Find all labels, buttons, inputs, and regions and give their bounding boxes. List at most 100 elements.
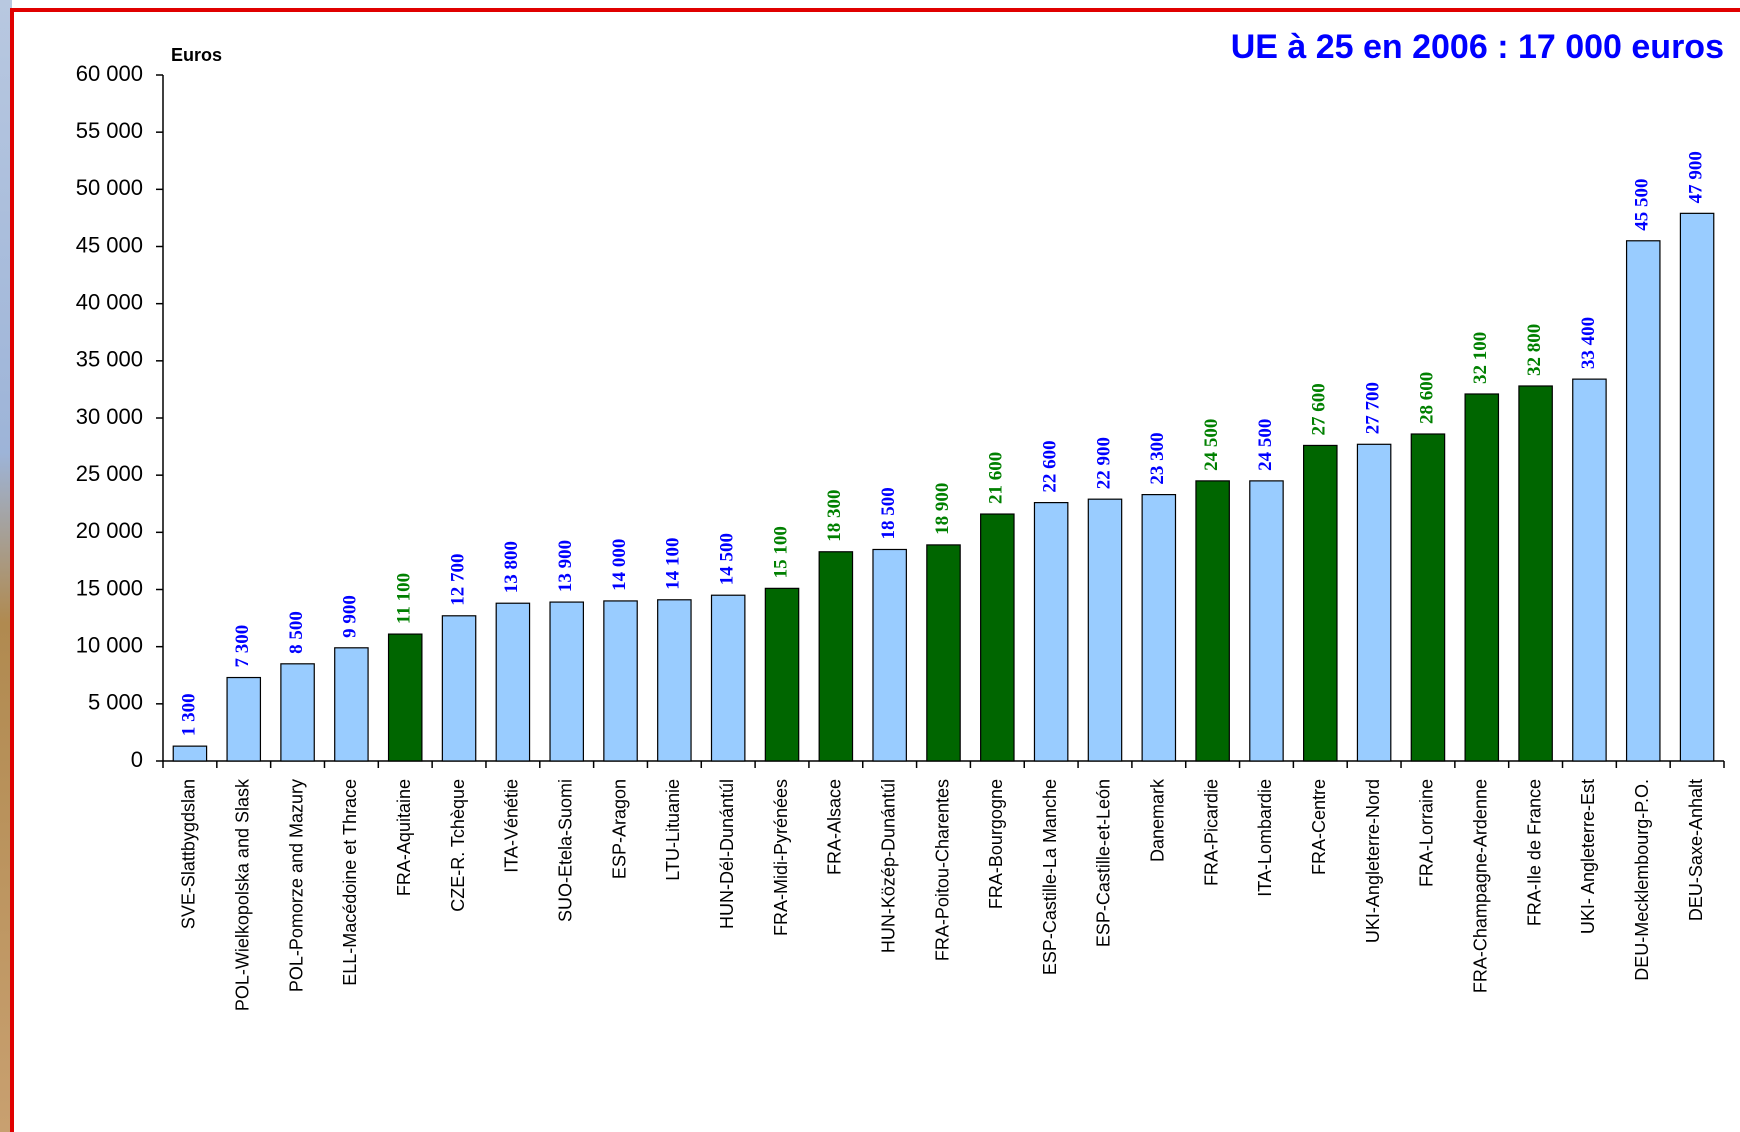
value-label: 12 700 xyxy=(447,554,468,606)
frame xyxy=(10,8,1740,1132)
y-tick-label: 5 000 xyxy=(88,690,143,715)
value-label: 28 600 xyxy=(1416,372,1437,424)
x-tick-label: DEU-Mecklembourg-P.O. xyxy=(1632,779,1652,981)
value-label: 33 400 xyxy=(1578,317,1599,369)
bar xyxy=(1679,212,1715,762)
x-tick-label: FRA-Picardie xyxy=(1201,779,1221,886)
y-tick-label: 30 000 xyxy=(76,404,143,429)
value-label: 45 500 xyxy=(1632,179,1653,231)
x-tick-label: UKI-Angleterre-Nord xyxy=(1363,779,1383,943)
value-label: 14 500 xyxy=(717,533,738,585)
bar xyxy=(1141,494,1177,762)
bar xyxy=(1410,433,1446,762)
y-tick-label: 25 000 xyxy=(76,461,143,486)
value-label: 1 300 xyxy=(178,693,199,736)
x-tick-label: HUN-Közép-Dunántúl xyxy=(878,779,898,953)
x-tick-label: ELL-Macédoine et Thrace xyxy=(340,779,360,986)
y-axis-label: Euros xyxy=(171,45,222,65)
y-tick-label: 55 000 xyxy=(76,118,143,143)
bar xyxy=(280,663,315,762)
value-label: 27 600 xyxy=(1309,383,1330,435)
x-tick-label: FRA-Ile de France xyxy=(1524,779,1544,926)
x-tick-label: FRA-Midi-Pyrénées xyxy=(771,779,791,936)
photo-strip xyxy=(0,0,12,1132)
y-tick-label: 20 000 xyxy=(76,518,143,543)
value-label: 32 100 xyxy=(1470,332,1491,384)
y-tick-label: 45 000 xyxy=(76,232,143,257)
value-label: 21 600 xyxy=(986,452,1007,504)
bar xyxy=(1464,393,1500,762)
value-label: 18 900 xyxy=(932,483,953,535)
value-label: 27 700 xyxy=(1362,382,1383,434)
value-label: 23 300 xyxy=(1147,432,1168,484)
y-tick-label: 0 xyxy=(131,747,143,772)
y-tick-label: 40 000 xyxy=(76,289,143,314)
x-tick-label: ITA-Vénétie xyxy=(502,779,522,873)
bar xyxy=(172,745,208,762)
x-tick-label: FRA-Bourgogne xyxy=(986,779,1006,909)
x-tick-label: FRA-Alsace xyxy=(825,779,845,875)
bar xyxy=(710,594,746,762)
x-tick-label: FRA-Centre xyxy=(1309,779,1329,875)
x-tick-label: ITA-Lombardie xyxy=(1255,779,1275,897)
bar xyxy=(549,601,584,762)
chart-title: UE à 25 en 2006 : 17 000 euros xyxy=(1231,28,1724,66)
bar xyxy=(872,548,907,762)
value-label: 9 900 xyxy=(340,595,361,638)
value-label: 22 900 xyxy=(1093,437,1114,489)
bar xyxy=(1572,378,1607,762)
bar xyxy=(603,600,638,762)
value-label: 22 600 xyxy=(1040,440,1061,492)
value-label: 47 900 xyxy=(1685,151,1706,203)
y-tick-label: 15 000 xyxy=(76,575,143,600)
value-label: 11 100 xyxy=(394,573,415,624)
y-tick-label: 50 000 xyxy=(76,175,143,200)
bar xyxy=(764,587,800,762)
x-tick-label: DEU-Saxe-Anhalt xyxy=(1686,779,1706,921)
x-tick-label: ESP-Castille-et-León xyxy=(1094,779,1114,947)
bar xyxy=(657,599,692,762)
x-tick-label: POL-Wielkopolska and Slask xyxy=(232,778,252,1011)
x-tick-label: POL-Pomorze and Mazury xyxy=(286,779,306,992)
bar xyxy=(1356,443,1392,762)
value-label: 14 000 xyxy=(609,539,630,591)
value-label: 13 800 xyxy=(501,541,522,593)
bar xyxy=(495,602,531,762)
value-label: 18 300 xyxy=(824,490,845,542)
bar xyxy=(980,513,1015,762)
bar xyxy=(1249,480,1284,762)
value-label: 18 500 xyxy=(878,487,899,539)
value-label: 7 300 xyxy=(232,625,253,668)
x-tick-label: ESP-Aragon xyxy=(609,779,629,879)
bar xyxy=(1518,385,1553,762)
bar xyxy=(818,551,854,762)
bar xyxy=(1303,444,1338,762)
x-tick-label: FRA-Lorraine xyxy=(1417,779,1437,887)
bar xyxy=(226,676,262,762)
bar xyxy=(1087,498,1123,762)
x-tick-label: FRA-Aquitaine xyxy=(394,779,414,896)
y-tick-label: 10 000 xyxy=(76,632,143,657)
x-tick-label: Danemark xyxy=(1148,778,1168,862)
x-tick-label: FRA-Champagne-Ardenne xyxy=(1471,779,1491,993)
bar xyxy=(1195,480,1230,762)
x-tick-label: SUO-Etela-Suomi xyxy=(555,779,575,922)
bar xyxy=(1033,502,1069,762)
y-tick-label: 35 000 xyxy=(76,347,143,372)
x-tick-label: ESP-Castille-La Manche xyxy=(1040,779,1060,975)
x-tick-label: SVE-Slattbygdslan xyxy=(179,779,199,929)
value-label: 32 800 xyxy=(1524,324,1545,376)
value-label: 24 500 xyxy=(1255,419,1276,471)
x-tick-label: FRA-Poitou-Charentes xyxy=(932,779,952,961)
value-label: 15 100 xyxy=(770,526,791,578)
x-tick-label: HUN-Dél-Dunántúl xyxy=(717,779,737,929)
bar xyxy=(387,633,423,762)
x-tick-label: LTU-Lituanie xyxy=(663,779,683,881)
value-label: 24 500 xyxy=(1201,419,1222,471)
x-tick-label: CZE-R. Tchèque xyxy=(448,779,468,912)
bar xyxy=(926,544,961,762)
x-tick-label: UKI- Angleterre-Est xyxy=(1578,779,1598,934)
bar xyxy=(334,647,369,762)
